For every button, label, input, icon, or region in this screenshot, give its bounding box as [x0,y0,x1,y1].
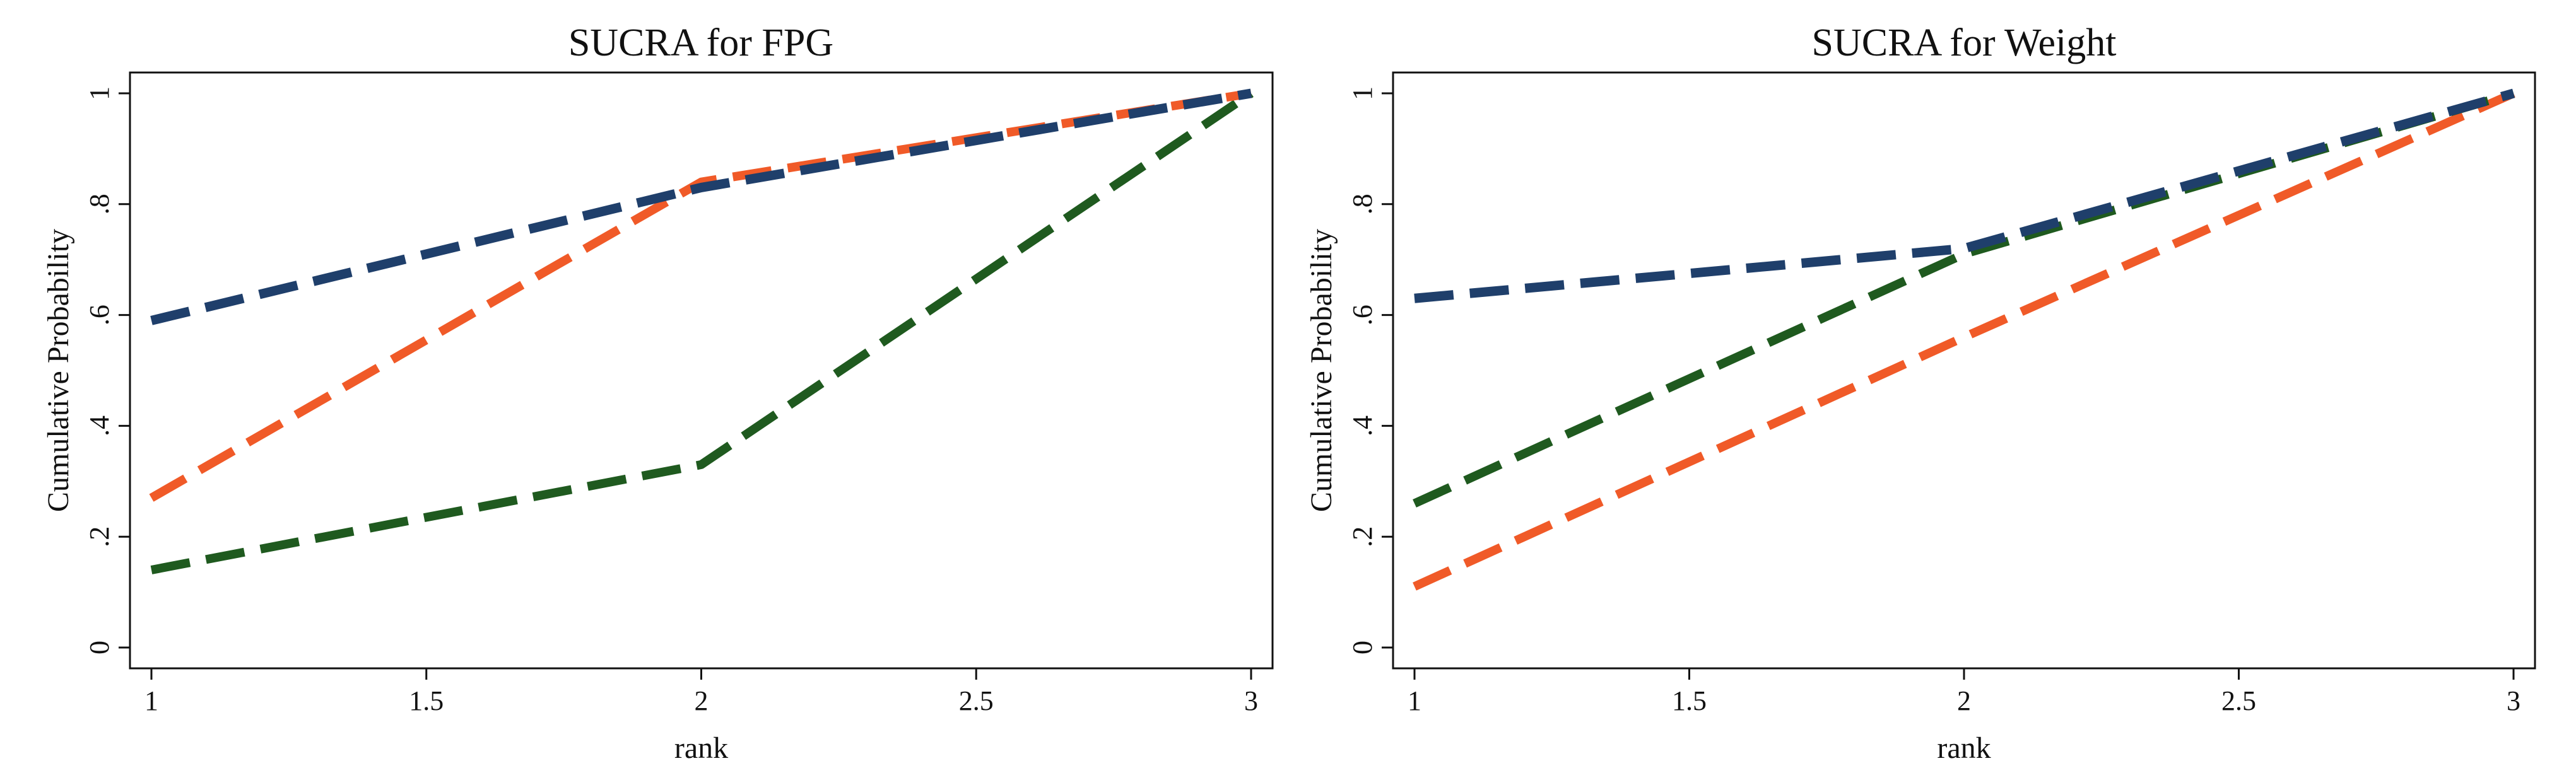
y-tick-label: .8 [84,194,115,214]
y-tick-label: 0 [84,641,115,654]
x-tick-label: 2 [695,685,709,716]
plot-area [129,71,1274,670]
chart-sucra-fpg: SUCRA for FPG 1 1.5 2 2.5 3 0 .2 .4 .6 .8 1 rank Cumu… [42,21,1274,765]
x-axis-label: rank [1937,731,1991,765]
y-axis-label: Cumulative Probability [42,229,75,512]
series-line-2 [149,89,1252,502]
y-tick-label: 1 [1347,86,1378,100]
chart-title: SUCRA for FPG [568,21,833,64]
chart-sucra-weight: SUCRA for Weight 1 1.5 2 2.5 3 0 .2 .4 .6 .8 1 rank C… [1305,21,2536,765]
series-line-1 [150,90,1254,574]
y-tick-label: .8 [1347,194,1378,214]
x-tick-label: 2 [1957,685,1971,716]
y-tick-label: .2 [1347,526,1378,547]
y-tick-label: 0 [1347,641,1378,654]
x-axis-label: rank [674,731,728,765]
y-tick-label: .4 [1347,416,1378,436]
y-axis-label: Cumulative Probability [1305,229,1338,512]
series-line-3 [150,88,1252,325]
x-tick-label: 1.5 [1672,685,1707,716]
y-tick-label: .6 [1347,305,1378,325]
x-tick-label: 1.5 [409,685,444,716]
x-tick-label: 1 [144,685,158,716]
series-line-3 [1414,88,2515,303]
x-tick-label: 3 [1244,685,1258,716]
chart-title: SUCRA for Weight [1811,21,2116,64]
x-tick-label: 3 [2507,685,2520,716]
plot-area [1392,71,2536,670]
x-tick-label: 2.5 [959,685,994,716]
y-tick-label: .2 [84,526,115,547]
x-tick-label: 2.5 [2221,685,2256,716]
series-line-2 [1413,89,2515,508]
x-tick-label: 1 [1408,685,1421,716]
y-tick-label: 1 [84,86,115,100]
series-line-1 [1413,89,2515,591]
y-tick-label: .6 [84,305,115,325]
y-tick-label: .4 [84,416,115,436]
